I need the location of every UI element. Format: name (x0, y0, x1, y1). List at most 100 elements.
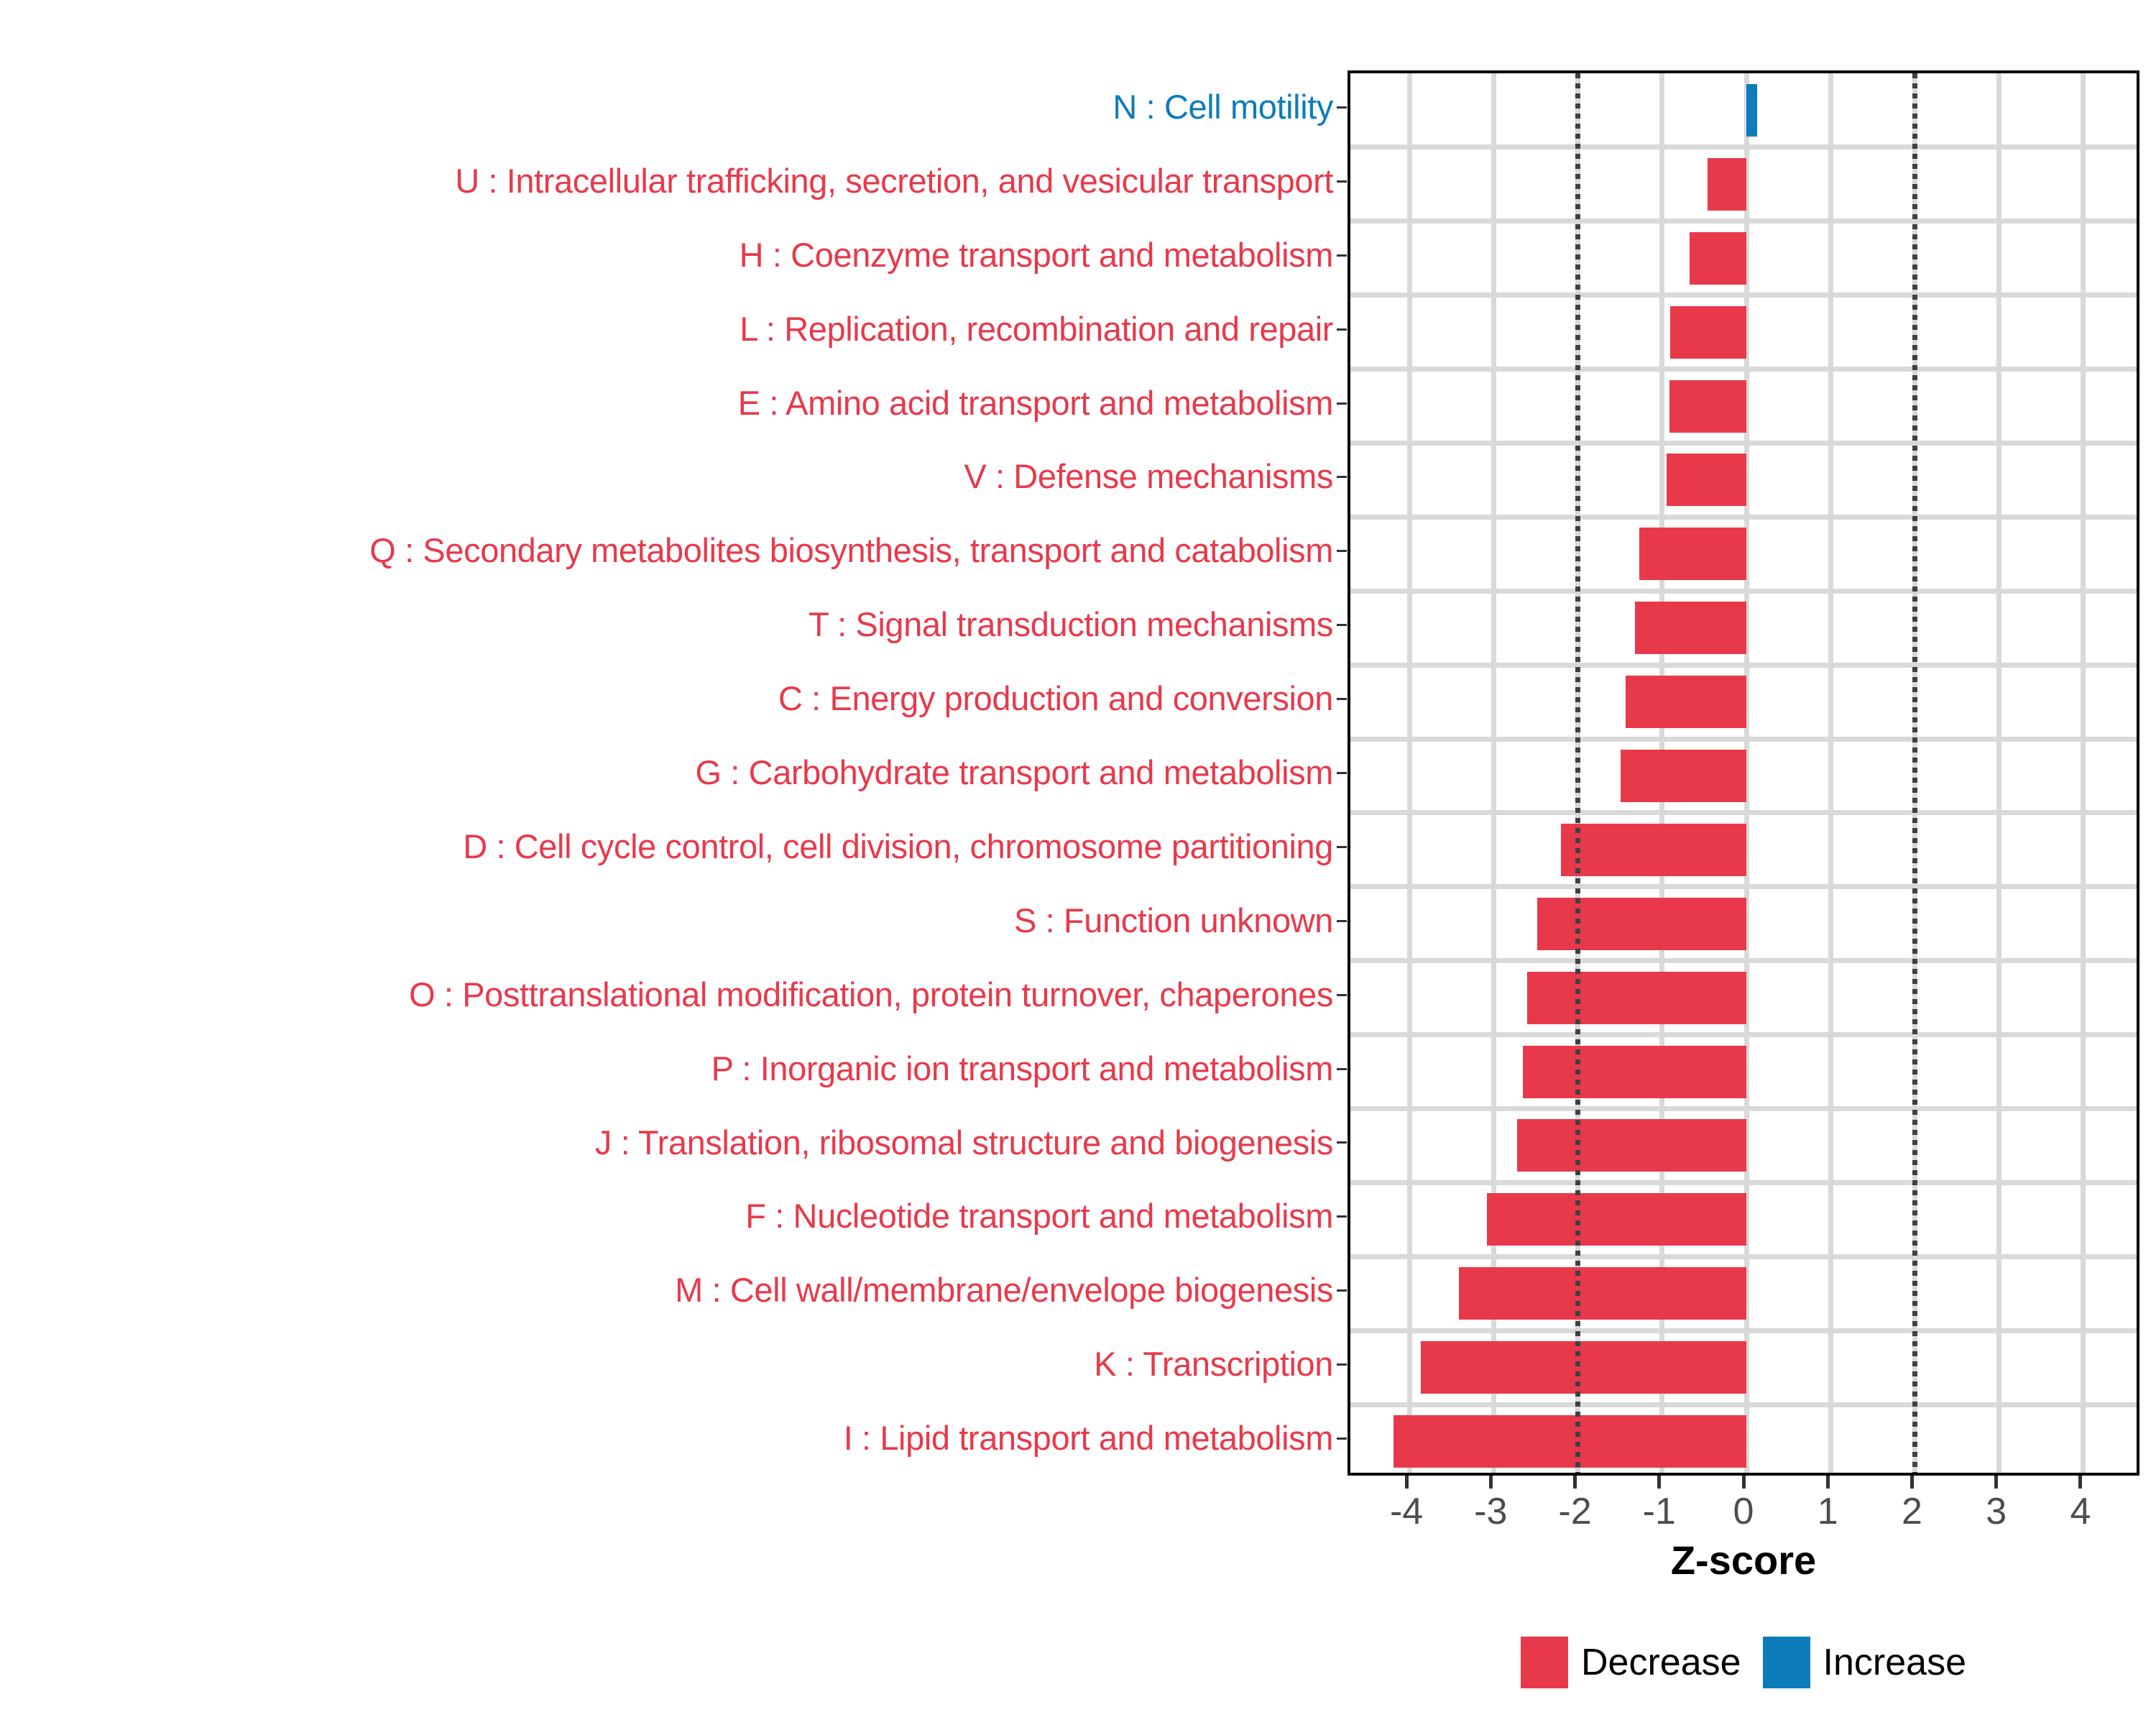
vertical-gridline (1828, 73, 1833, 1473)
reference-line (1912, 73, 1917, 1473)
x-axis-tick (1909, 1476, 1914, 1489)
horizontal-gridline (1350, 958, 2137, 964)
vertical-gridline (1743, 73, 1749, 1473)
x-axis-tick (1488, 1476, 1493, 1489)
horizontal-gridline (1350, 218, 2137, 224)
y-axis-tick (1337, 698, 1347, 701)
x-axis-tick-label: -3 (1474, 1491, 1508, 1532)
y-axis-tick (1337, 180, 1347, 183)
x-axis-tick (2078, 1476, 2083, 1489)
horizontal-gridline (1350, 662, 2137, 668)
horizontal-gridline (1350, 367, 2137, 372)
horizontal-gridline (1350, 810, 2137, 816)
y-axis-tick (1337, 1438, 1347, 1440)
bar[interactable] (1421, 1341, 1746, 1394)
x-axis-tick (1404, 1476, 1409, 1489)
x-axis-tick-label: 4 (2070, 1491, 2091, 1532)
bar[interactable] (1635, 602, 1746, 655)
y-axis-label: N : Cell motility (1112, 88, 1333, 126)
bar[interactable] (1561, 823, 1746, 876)
y-axis-tick (1337, 993, 1347, 996)
horizontal-gridline (1350, 588, 2137, 594)
bar[interactable] (1639, 528, 1746, 581)
y-axis-label: P : Inorganic ion transport and metaboli… (711, 1049, 1334, 1087)
y-axis-tick (1337, 1363, 1347, 1366)
x-axis-tick-label: -2 (1558, 1491, 1592, 1532)
legend: Decrease Increase (1348, 1630, 2139, 1695)
horizontal-gridline (1350, 1254, 2137, 1259)
y-axis-tick (1337, 1141, 1347, 1144)
y-axis-label: O : Posttranslational modification, prot… (409, 975, 1333, 1013)
y-axis-tick (1337, 402, 1347, 405)
y-axis-tick (1337, 476, 1347, 479)
horizontal-gridline (1350, 884, 2137, 890)
horizontal-gridline (1350, 1328, 2137, 1333)
x-axis-tick (1573, 1476, 1577, 1489)
y-axis-label: K : Transcription (1094, 1345, 1333, 1384)
y-axis-tick (1337, 328, 1347, 331)
horizontal-gridline (1350, 293, 2137, 298)
bar[interactable] (1626, 676, 1746, 729)
y-axis-tick (1337, 772, 1347, 774)
y-axis-tick (1337, 106, 1347, 109)
y-axis-label: F : Nucleotide transport and metabolism (745, 1197, 1333, 1236)
bar[interactable] (1666, 454, 1746, 507)
y-axis-tick (1337, 1067, 1347, 1070)
bar[interactable] (1517, 1119, 1746, 1172)
y-axis-tick (1337, 1289, 1347, 1292)
y-axis-tick (1337, 919, 1347, 922)
y-axis-label: S : Function unknown (1014, 901, 1333, 939)
horizontal-gridline (1350, 1106, 2137, 1112)
x-axis-tick (1825, 1476, 1830, 1489)
x-axis-tick (1741, 1476, 1746, 1489)
bar[interactable] (1486, 1193, 1746, 1246)
vertical-gridline (1491, 73, 1496, 1473)
horizontal-gridline (1350, 514, 2137, 520)
horizontal-gridline (1350, 1179, 2137, 1185)
horizontal-gridline (1350, 1032, 2137, 1038)
legend-item[interactable]: Increase (1762, 1637, 1966, 1688)
x-axis-tick-label: 2 (1901, 1491, 1922, 1532)
x-axis-tick-label: 0 (1733, 1491, 1754, 1532)
y-axis-label: Q : Secondary metabolites biosynthesis, … (369, 531, 1333, 570)
legend-swatch-icon (1520, 1637, 1568, 1688)
x-axis-tick-label: 3 (1986, 1491, 2007, 1532)
x-axis-tick (1657, 1476, 1662, 1489)
reference-line (1575, 73, 1581, 1473)
y-axis-label: C : Energy production and conversion (778, 679, 1333, 718)
x-axis-tick-label: -4 (1389, 1491, 1424, 1532)
y-axis-label: D : Cell cycle control, cell division, c… (463, 827, 1333, 865)
bar[interactable] (1527, 971, 1746, 1024)
bar[interactable] (1523, 1045, 1746, 1098)
bar[interactable] (1708, 157, 1746, 211)
x-axis-tick-label: -1 (1642, 1491, 1676, 1532)
y-axis-label: M : Cell wall/membrane/envelope biogenes… (675, 1271, 1333, 1310)
y-axis-tick (1337, 550, 1347, 553)
legend-item[interactable]: Decrease (1520, 1637, 1741, 1688)
bar[interactable] (1690, 231, 1746, 285)
y-axis-label: G : Carbohydrate transport and metabolis… (695, 753, 1334, 792)
bar[interactable] (1670, 305, 1746, 359)
bar[interactable] (1537, 897, 1746, 950)
x-axis-title: Z-score (1670, 1537, 1817, 1583)
bar[interactable] (1459, 1267, 1746, 1320)
horizontal-gridline (1350, 440, 2137, 446)
bar[interactable] (1393, 1415, 1746, 1468)
bar[interactable] (1621, 750, 1746, 802)
y-axis-tick (1337, 624, 1347, 627)
y-axis-label: E : Amino acid transport and metabolism (737, 383, 1334, 422)
y-axis-label: H : Coenzyme transport and metabolism (739, 235, 1334, 274)
x-axis-tick-labels: -4 -3 -2 -1 0 1 2 3 4 (1348, 1490, 2139, 1533)
vertical-gridline (1406, 73, 1412, 1473)
x-axis-tick-marks (1348, 1476, 2139, 1489)
horizontal-gridline (1350, 736, 2137, 742)
y-axis-tick-marks (1337, 70, 1348, 1476)
y-axis-label: J : Translation, ribosomal structure and… (594, 1123, 1334, 1162)
x-axis-tick-label: 1 (1817, 1491, 1838, 1532)
plot-panel (1348, 70, 2139, 1476)
y-axis-label: V : Defense mechanisms (964, 457, 1333, 496)
y-axis-tick (1337, 845, 1347, 848)
y-axis-label: I : Lipid transport and metabolism (843, 1419, 1334, 1458)
bar[interactable] (1746, 83, 1758, 137)
bar[interactable] (1669, 380, 1746, 433)
